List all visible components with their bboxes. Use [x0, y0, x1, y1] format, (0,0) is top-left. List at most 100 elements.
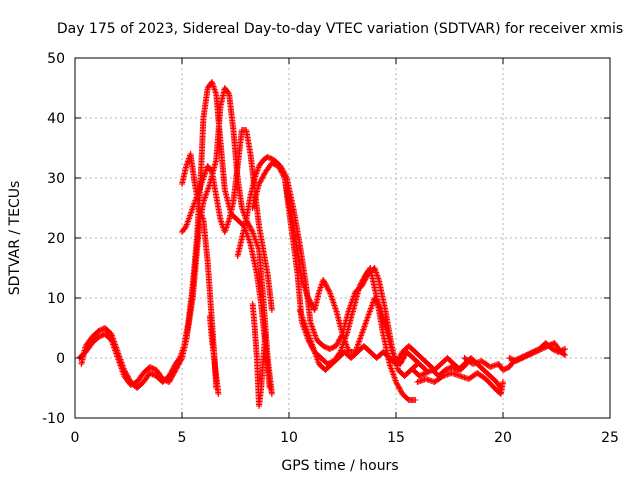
data-point	[96, 333, 103, 340]
series-trace-10	[414, 370, 506, 397]
data-point	[375, 301, 382, 308]
x-tick-label: 15	[387, 430, 405, 446]
data-point	[325, 287, 332, 294]
data-point	[507, 355, 514, 362]
data-point	[359, 277, 366, 284]
labels-layer: Day 175 of 2023, Sidereal Day-to-day VTE…	[7, 21, 623, 474]
data-point	[167, 376, 174, 383]
data-point	[146, 370, 153, 376]
data-point	[98, 326, 105, 333]
data-point	[333, 341, 340, 348]
data-point	[178, 356, 185, 363]
data-point	[278, 169, 285, 176]
data-point	[324, 285, 331, 291]
data-point	[171, 368, 178, 375]
data-point	[412, 397, 419, 403]
data-point	[398, 351, 404, 358]
data-point	[528, 350, 535, 357]
data-point	[146, 364, 153, 370]
data-point	[360, 276, 367, 283]
data-point	[172, 367, 179, 373]
data-point	[256, 179, 263, 186]
data-point	[321, 279, 328, 286]
data-point	[327, 345, 334, 352]
data-point	[322, 344, 329, 351]
data-point	[168, 375, 175, 381]
data-point	[306, 297, 313, 304]
data-point	[321, 343, 328, 350]
data-point	[225, 89, 232, 96]
data-point	[395, 384, 402, 391]
x-tick-label: 25	[601, 430, 619, 446]
data-point	[371, 295, 378, 301]
data-point	[324, 344, 331, 351]
data-point	[95, 328, 102, 334]
data-point	[166, 377, 173, 384]
data-point	[323, 283, 330, 290]
data-point	[398, 388, 404, 395]
data-point	[330, 344, 337, 351]
data-point	[506, 355, 513, 361]
data-point	[395, 355, 402, 362]
data-point	[246, 223, 253, 230]
data-point	[334, 340, 341, 347]
data-point	[148, 370, 155, 377]
data-point	[538, 346, 545, 352]
data-point	[280, 172, 287, 179]
x-tick-label: 0	[71, 430, 80, 446]
data-point	[278, 168, 285, 175]
data-point	[177, 357, 184, 364]
data-point	[173, 365, 180, 372]
data-point	[128, 381, 135, 388]
data-point	[208, 167, 215, 174]
data-point	[530, 349, 537, 356]
data-point	[512, 358, 519, 364]
data-point	[95, 334, 102, 340]
y-tick-label: 40	[47, 111, 65, 127]
data-point	[281, 173, 287, 180]
series-trace-13	[249, 301, 269, 409]
data-point	[247, 225, 254, 231]
data-point	[561, 351, 567, 358]
series-trace-3	[179, 127, 275, 313]
data-point	[358, 279, 365, 285]
data-point	[501, 366, 508, 373]
data-point	[98, 332, 105, 339]
y-tick-label: 30	[47, 171, 65, 187]
data-point	[323, 282, 330, 289]
data-point	[393, 379, 399, 385]
data-point	[279, 171, 286, 177]
x-tick-label: 10	[280, 430, 298, 446]
y-tick-label: 0	[56, 351, 65, 367]
data-point	[268, 307, 275, 313]
data-point	[396, 354, 403, 361]
data-point	[514, 357, 521, 364]
data-point	[448, 364, 455, 370]
series-trace-2	[76, 85, 275, 397]
data-point	[96, 327, 103, 334]
data-point	[520, 354, 527, 361]
data-point	[257, 178, 264, 185]
data-point	[539, 345, 546, 352]
data-point	[393, 359, 400, 366]
data-point	[376, 304, 383, 311]
x-tick-label: 5	[178, 430, 187, 446]
data-point	[127, 382, 134, 388]
y-axis-label: SDTVAR / TECUs	[7, 181, 23, 296]
data-point	[305, 295, 312, 301]
data-point	[375, 303, 382, 309]
data-point	[550, 346, 557, 353]
data-point	[444, 365, 451, 372]
x-axis-label: GPS time / hours	[281, 458, 398, 474]
y-tick-label: 50	[47, 51, 65, 67]
data-point	[393, 361, 399, 367]
data-point	[541, 344, 548, 351]
data-point	[260, 173, 267, 179]
data-point	[276, 164, 282, 171]
data-point	[524, 352, 531, 359]
data-point	[516, 356, 523, 363]
data-point	[509, 356, 515, 363]
data-point	[307, 299, 314, 305]
y-tick-label: 20	[47, 231, 65, 247]
data-point	[329, 344, 336, 351]
